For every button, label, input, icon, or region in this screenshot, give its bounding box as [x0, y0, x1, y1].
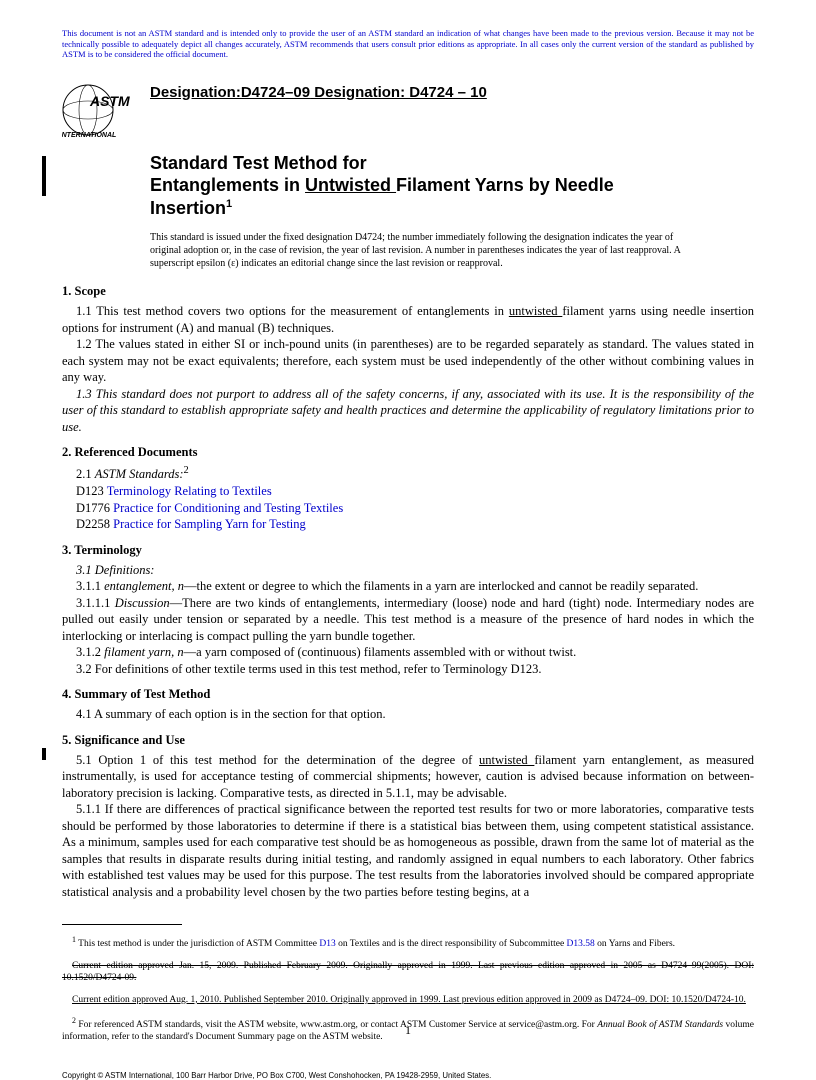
s5-1b: untwisted [479, 753, 534, 767]
s3-1-2b: filament yarn, n [104, 645, 184, 659]
s1-3: 1.3 This standard does not purport to ad… [62, 386, 754, 436]
designation-line: Designation:D4724–09 Designation: D4724 … [150, 84, 487, 101]
title-line2c: Filament Yarns by Needle [396, 175, 614, 195]
ref-d1776: D1776 Practice for Conditioning and Test… [62, 500, 754, 517]
astm-logo: ASTM INTERNATIONAL [62, 80, 132, 140]
title-line3: Insertion [150, 198, 226, 218]
header-row: ASTM INTERNATIONAL Designation:D4724–09 … [62, 80, 754, 140]
fn1-a: This test method is under the jurisdicti… [76, 939, 319, 949]
s3-1: 3.1 Definitions: [62, 562, 754, 579]
ref3-link[interactable]: Practice for Sampling Yarn for Testing [113, 517, 306, 531]
s3-1-1c: —the extent or degree to which the filam… [184, 579, 698, 593]
s1-1a: 1.1 This test method covers two options … [76, 304, 509, 318]
s3-1-2c: —a yarn composed of (continuous) filamen… [184, 645, 577, 659]
fn1-new-b: 10.1520/D4724-10. [671, 995, 745, 1005]
s3-1-1-1b: Discussion [115, 596, 170, 610]
s4-1: 4.1 A summary of each option is in the s… [62, 706, 754, 723]
ref-d123: D123 Terminology Relating to Textiles [62, 483, 754, 500]
section-1-heading: 1. Scope [62, 284, 754, 299]
footnote-rule [62, 924, 182, 925]
svg-text:INTERNATIONAL: INTERNATIONAL [62, 132, 116, 139]
svg-text:ASTM: ASTM [89, 93, 130, 109]
s3-1-2a: 3.1.2 [76, 645, 104, 659]
s1-2: 1.2 The values stated in either SI or in… [62, 336, 754, 386]
section-2-body: 2.1 ASTM Standards:2 [62, 464, 754, 483]
page-number: 1 [0, 1023, 816, 1038]
ref1-link[interactable]: Terminology Relating to Textiles [107, 484, 272, 498]
s1-1b: untwisted [509, 304, 562, 318]
ref2-link[interactable]: Practice for Conditioning and Testing Te… [113, 501, 343, 515]
section-5-body: 5.1 Option 1 of this test method for the… [62, 752, 754, 901]
fn1-link-d1358[interactable]: D13.58 [567, 939, 595, 949]
section-2-heading: 2. Referenced Documents [62, 445, 754, 460]
ref3-id: D2258 [76, 517, 110, 531]
page-content: This document is not an ASTM standard an… [0, 0, 816, 1080]
designation-new: Designation: D4724 – 10 [310, 84, 487, 101]
title-line1: Standard Test Method for [150, 153, 367, 173]
header-disclaimer: This document is not an ASTM standard an… [62, 28, 754, 60]
designation-old: Designation:D4724–09 [150, 84, 310, 101]
fn1-e: on Yarns and Fibers. [595, 939, 675, 949]
issued-note: This standard is issued under the fixed … [150, 231, 704, 270]
ref1-id: D123 [76, 484, 104, 498]
fn1-strike: Current edition approved Jan. 15, 2009. … [62, 960, 754, 985]
s5-1-1: 5.1.1 If there are differences of practi… [62, 801, 754, 900]
fn1-c: on Textiles and is the direct responsibi… [336, 939, 567, 949]
section-3-heading: 3. Terminology [62, 543, 754, 558]
s2-1-label: 2.1 [76, 468, 95, 482]
section-4-heading: 4. Summary of Test Method [62, 687, 754, 702]
section-1-body: 1.1 This test method covers two options … [62, 303, 754, 435]
s3-2: 3.2 For definitions of other textile ter… [62, 661, 754, 678]
title-line2b: Untwisted [305, 175, 396, 195]
s2-1-text: ASTM Standards: [95, 468, 184, 482]
ref2-id: D1776 [76, 501, 110, 515]
section-4-body: 4.1 A summary of each option is in the s… [62, 706, 754, 723]
s5-1a: 5.1 Option 1 of this test method for the… [76, 753, 479, 767]
section-3-body: 3.1 Definitions: 3.1.1 entanglement, n—t… [62, 562, 754, 678]
title-footnote-ref: 1 [226, 198, 232, 210]
section-5-heading: 5. Significance and Use [62, 733, 754, 748]
fn1-link-d13[interactable]: D13 [319, 939, 335, 949]
title-block: Standard Test Method for Entanglements i… [150, 152, 754, 220]
ref-d2258: D2258 Practice for Sampling Yarn for Tes… [62, 516, 754, 533]
copyright-line: Copyright © ASTM International, 100 Barr… [62, 1071, 754, 1080]
s3-1-1a: 3.1.1 [76, 579, 104, 593]
s3-1-1b: entanglement, n [104, 579, 184, 593]
fn1-new-a: Current edition approved Aug. 1, 2010. P… [72, 995, 671, 1005]
title-line2a: Entanglements in [150, 175, 305, 195]
s2-1-sup: 2 [184, 465, 189, 476]
s3-1-1-1a: 3.1.1.1 [76, 596, 115, 610]
